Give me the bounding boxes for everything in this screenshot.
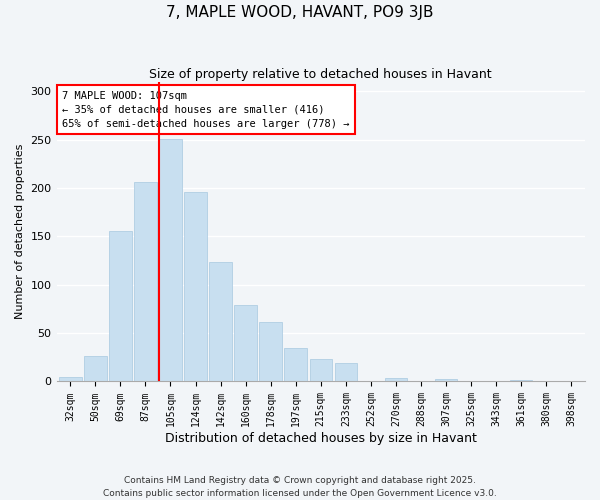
Bar: [109, 230, 131, 382]
Text: Contains HM Land Registry data © Crown copyright and database right 2025.
Contai: Contains HM Land Registry data © Crown c…: [103, 476, 497, 498]
Bar: [284, 348, 307, 382]
Bar: [235, 305, 257, 382]
Bar: [385, 378, 407, 382]
Bar: [84, 356, 107, 382]
Bar: [59, 376, 82, 382]
Text: 7 MAPLE WOOD: 107sqm
← 35% of detached houses are smaller (416)
65% of semi-deta: 7 MAPLE WOOD: 107sqm ← 35% of detached h…: [62, 90, 349, 128]
Bar: [159, 138, 182, 382]
Bar: [310, 359, 332, 382]
Bar: [510, 380, 532, 382]
Bar: [335, 363, 357, 382]
Bar: [209, 262, 232, 382]
Bar: [435, 378, 457, 382]
Title: Size of property relative to detached houses in Havant: Size of property relative to detached ho…: [149, 68, 492, 80]
Y-axis label: Number of detached properties: Number of detached properties: [15, 144, 25, 320]
Bar: [560, 380, 583, 382]
Bar: [259, 322, 282, 382]
Bar: [184, 192, 207, 382]
Text: 7, MAPLE WOOD, HAVANT, PO9 3JB: 7, MAPLE WOOD, HAVANT, PO9 3JB: [166, 5, 434, 20]
Bar: [134, 182, 157, 382]
X-axis label: Distribution of detached houses by size in Havant: Distribution of detached houses by size …: [165, 432, 477, 445]
